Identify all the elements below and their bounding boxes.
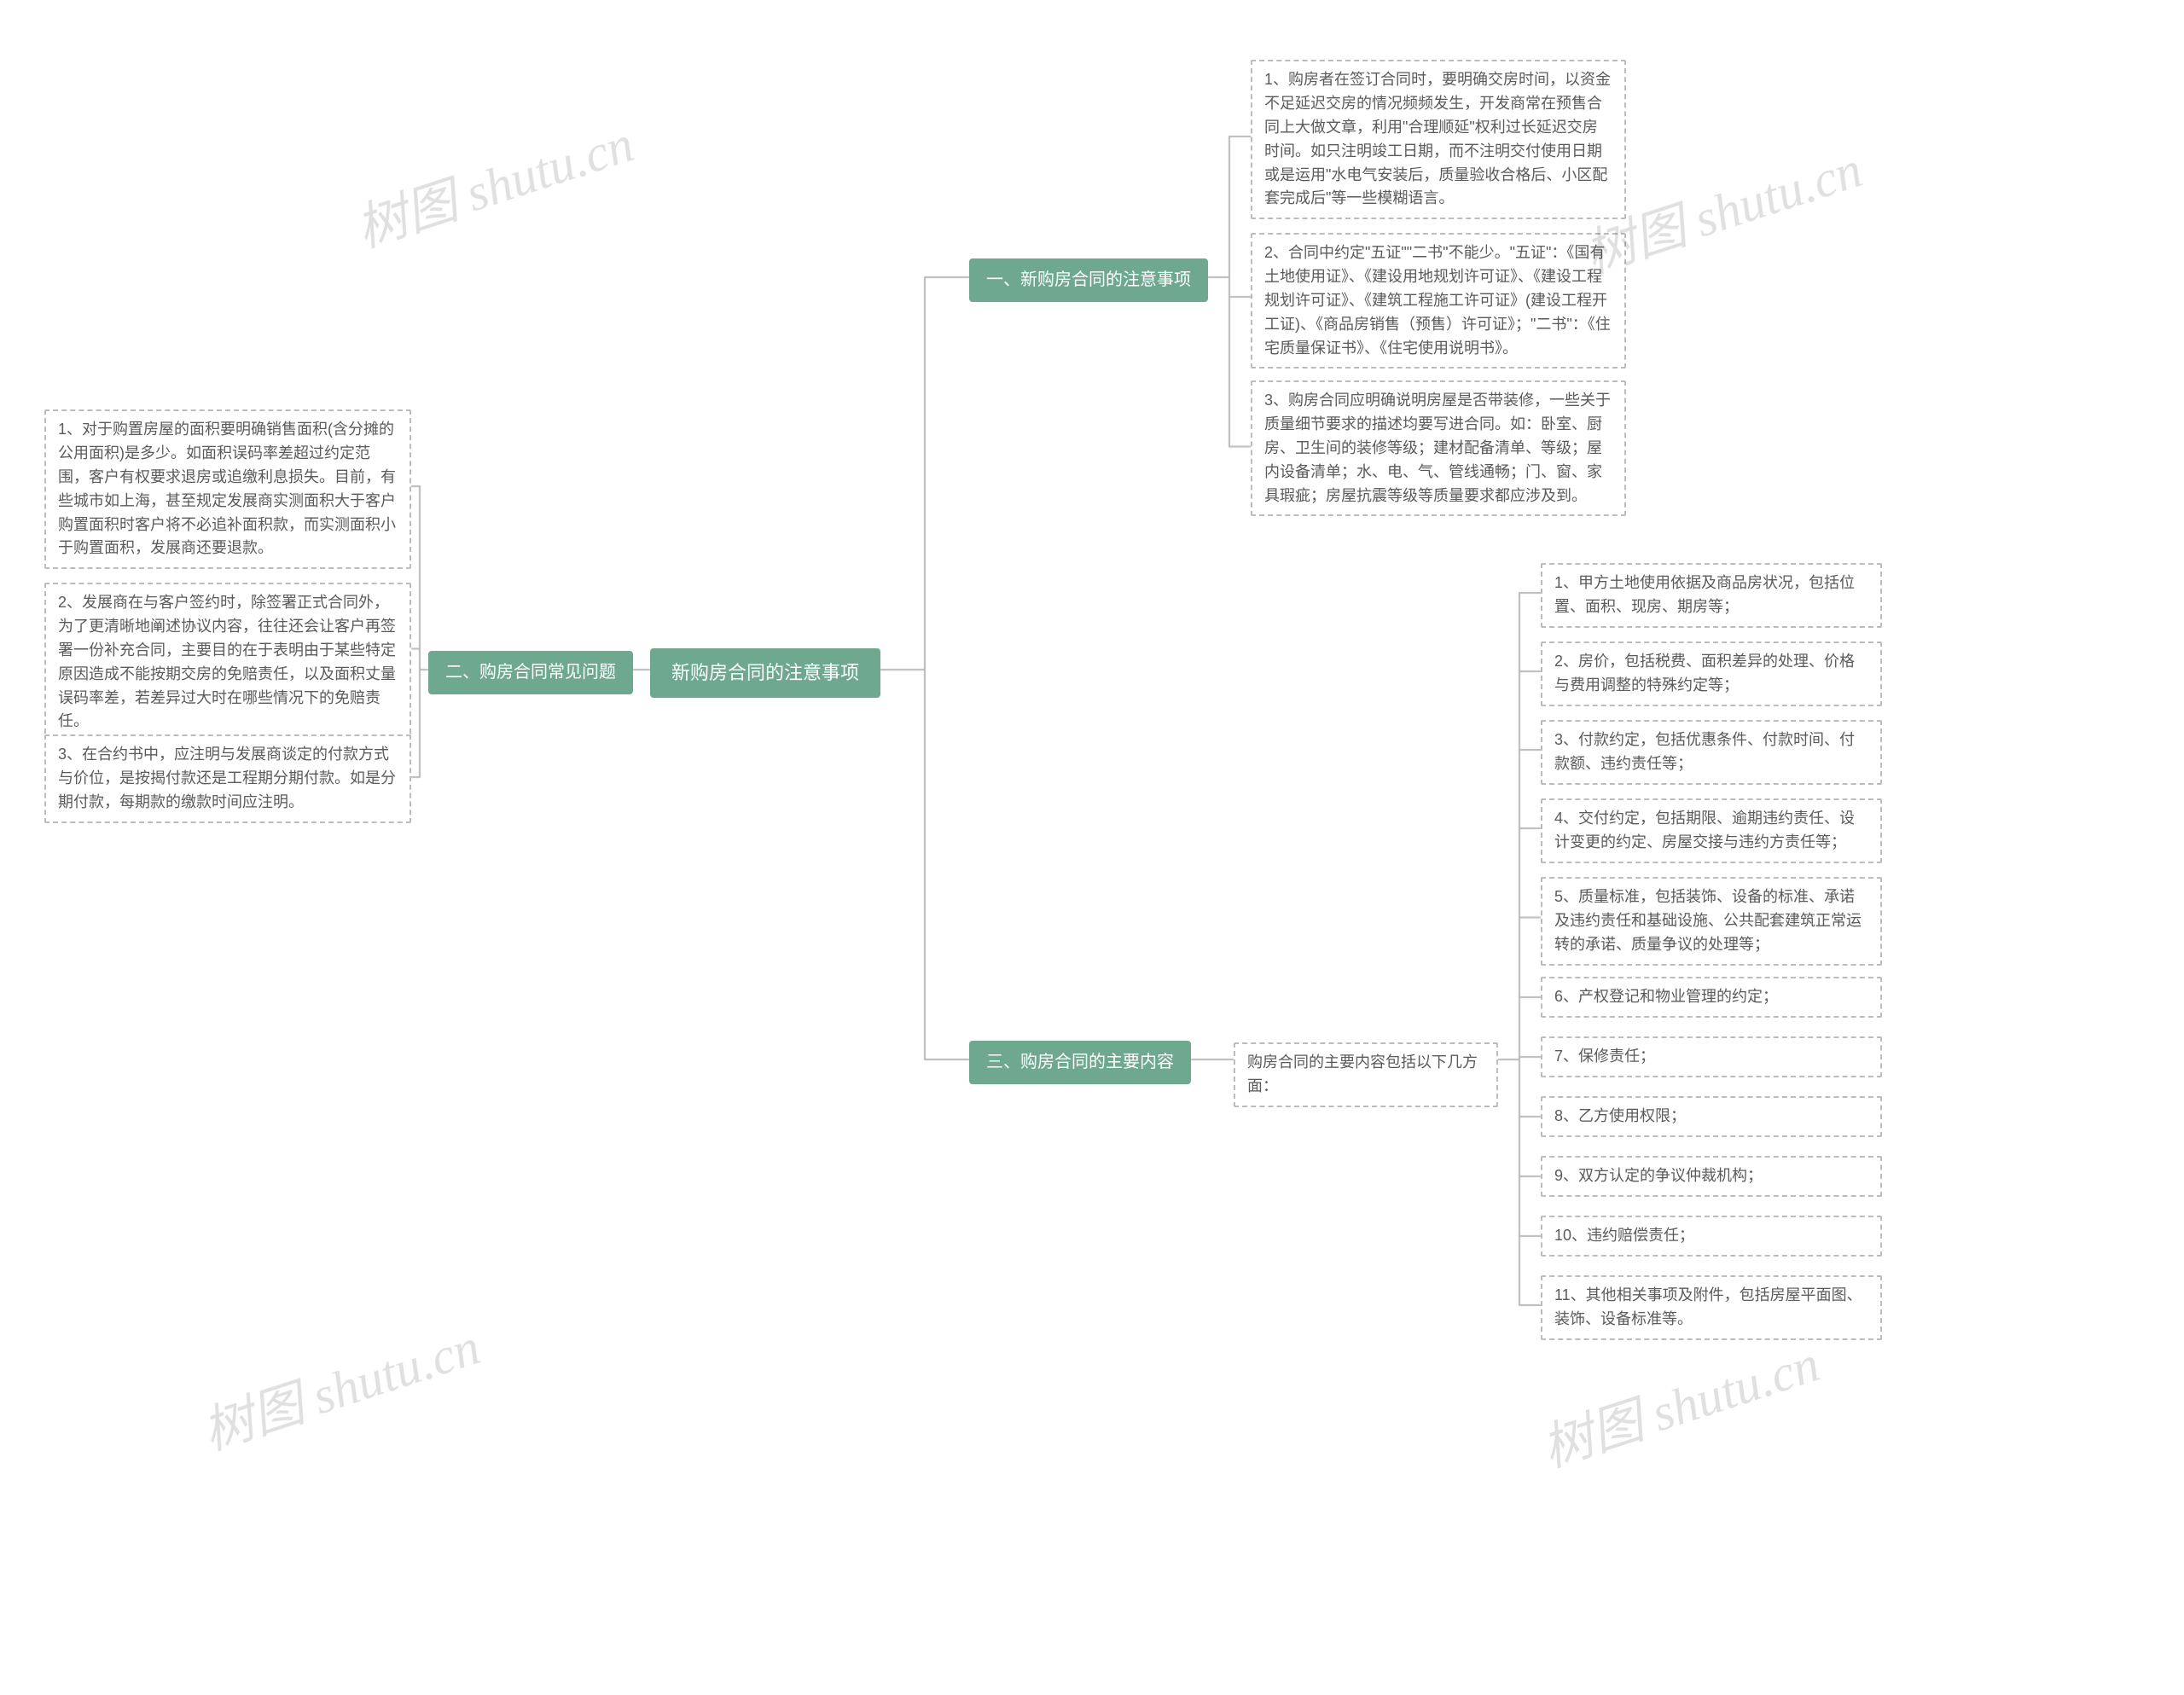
leaf-text: 3、在合约书中，应注明与发展商谈定的付款方式与价位，是按揭付款还是工程期分期付款… (58, 743, 398, 815)
branch-2-label: 二、购房合同常见问题 (445, 659, 616, 686)
branch-node-3: 三、购房合同的主要内容 (969, 1041, 1191, 1084)
leaf-text: 2、合同中约定"五证""二书"不能少。"五证"：《国有土地使用证》、《建设用地规… (1264, 241, 1612, 360)
leaf-node: 10、违约赔偿责任； (1541, 1216, 1882, 1257)
leaf-node: 8、乙方使用权限； (1541, 1096, 1882, 1137)
branch-node-2: 二、购房合同常见问题 (428, 651, 633, 694)
leaf-node: 2、合同中约定"五证""二书"不能少。"五证"：《国有土地使用证》、《建设用地规… (1251, 233, 1626, 369)
branch-node-1: 一、新购房合同的注意事项 (969, 258, 1208, 302)
leaf-node: 3、付款约定，包括优惠条件、付款时间、付款额、违约责任等； (1541, 720, 1882, 785)
leaf-text: 9、双方认定的争议仲裁机构； (1554, 1164, 1763, 1188)
intermediate-node: 购房合同的主要内容包括以下几方面： (1234, 1042, 1498, 1107)
leaf-text: 1、甲方土地使用依据及商品房状况，包括位置、面积、现房、期房等； (1554, 572, 1868, 619)
leaf-node: 2、房价，包括税费、面积差异的处理、价格与费用调整的特殊约定等； (1541, 641, 1882, 706)
leaf-text: 1、购房者在签订合同时，要明确交房时间，以资金不足延迟交房的情况频频发生，开发商… (1264, 68, 1612, 211)
leaf-node: 1、对于购置房屋的面积要明确销售面积(含分摊的公用面积)是多少。如面积误码率差超… (44, 409, 411, 569)
leaf-node: 1、购房者在签订合同时，要明确交房时间，以资金不足延迟交房的情况频频发生，开发商… (1251, 60, 1626, 219)
leaf-node: 6、产权登记和物业管理的约定； (1541, 977, 1882, 1018)
leaf-node: 2、发展商在与客户签约时，除签署正式合同外，为了更清晰地阐述协议内容，往往还会让… (44, 583, 411, 742)
branch-3-label: 三、购房合同的主要内容 (986, 1049, 1174, 1076)
leaf-text: 3、付款约定，包括优惠条件、付款时间、付款额、违约责任等； (1554, 729, 1868, 776)
leaf-node: 9、双方认定的争议仲裁机构； (1541, 1156, 1882, 1197)
leaf-node: 7、保修责任； (1541, 1036, 1882, 1077)
leaf-text: 11、其他相关事项及附件，包括房屋平面图、装饰、设备标准等。 (1554, 1284, 1868, 1332)
leaf-text: 4、交付约定，包括期限、逾期违约责任、设计变更的约定、房屋交接与违约方责任等； (1554, 807, 1868, 855)
leaf-node: 3、购房合同应明确说明房屋是否带装修，一些关于质量细节要求的描述均要写进合同。如… (1251, 380, 1626, 516)
branch-1-label: 一、新购房合同的注意事项 (986, 267, 1191, 293)
intermediate-text: 购房合同的主要内容包括以下几方面： (1247, 1051, 1484, 1099)
leaf-text: 1、对于购置房屋的面积要明确销售面积(含分摊的公用面积)是多少。如面积误码率差超… (58, 418, 398, 560)
leaf-node: 1、甲方土地使用依据及商品房状况，包括位置、面积、现房、期房等； (1541, 563, 1882, 628)
leaf-text: 5、质量标准，包括装饰、设备的标准、承诺及违约责任和基础设施、公共配套建筑正常运… (1554, 885, 1868, 957)
leaf-text: 2、房价，包括税费、面积差异的处理、价格与费用调整的特殊约定等； (1554, 650, 1868, 698)
leaf-text: 3、购房合同应明确说明房屋是否带装修，一些关于质量细节要求的描述均要写进合同。如… (1264, 389, 1612, 508)
leaf-node: 3、在合约书中，应注明与发展商谈定的付款方式与价位，是按揭付款还是工程期分期付款… (44, 734, 411, 823)
mindmap-root: 新购房合同的注意事项 (650, 648, 880, 698)
leaf-node: 4、交付约定，包括期限、逾期违约责任、设计变更的约定、房屋交接与违约方责任等； (1541, 798, 1882, 863)
leaf-text: 7、保修责任； (1554, 1045, 1655, 1069)
leaf-node: 5、质量标准，包括装饰、设备的标准、承诺及违约责任和基础设施、公共配套建筑正常运… (1541, 877, 1882, 966)
leaf-text: 2、发展商在与客户签约时，除签署正式合同外，为了更清晰地阐述协议内容，往往还会让… (58, 591, 398, 734)
root-label: 新购房合同的注意事项 (671, 659, 859, 688)
leaf-text: 6、产权登记和物业管理的约定； (1554, 985, 1778, 1009)
leaf-text: 10、违约赔偿责任； (1554, 1224, 1694, 1248)
leaf-node: 11、其他相关事项及附件，包括房屋平面图、装饰、设备标准等。 (1541, 1275, 1882, 1340)
leaf-text: 8、乙方使用权限； (1554, 1105, 1686, 1129)
